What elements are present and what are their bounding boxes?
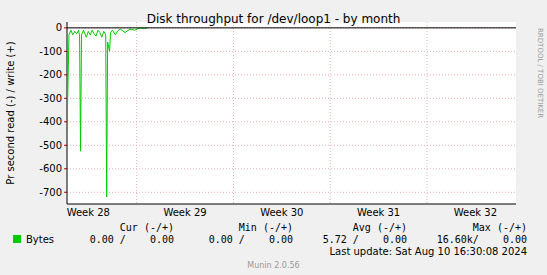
series-group [67, 28, 147, 197]
tick-label-y: -100 [39, 46, 62, 57]
grid-line-y [67, 51, 516, 52]
background [0, 0, 547, 275]
grid-line-y [67, 98, 516, 99]
tick-label-y: 0 [56, 22, 62, 33]
grid-line-y [67, 74, 516, 75]
grid-line-y [67, 27, 516, 28]
stats-header: Max (-/+) [473, 222, 527, 233]
grid-line-x [426, 22, 427, 204]
zero-line [67, 27, 516, 28]
tick-label-y: -500 [39, 140, 62, 151]
grid-line-x [136, 22, 137, 204]
tick-label-y: -200 [39, 69, 62, 80]
stats-header: Avg (-/+) [353, 222, 407, 233]
grid-line-y [67, 168, 516, 169]
stats-value: 0.00 / 0.00 [209, 234, 293, 245]
tick-label-y: -300 [39, 93, 62, 104]
tick-label-x: Week 28 [67, 207, 110, 218]
tick-label-x: Week 32 [454, 207, 497, 218]
grid-line-x [330, 22, 331, 204]
stats-value: 5.72 / 0.00 [323, 234, 407, 245]
grid-line-x [233, 22, 234, 204]
tick-label-y: -700 [39, 187, 62, 198]
tick-label-y: -400 [39, 116, 62, 127]
grid-line-y [67, 145, 516, 146]
stats-header: Min (-/+) [239, 222, 293, 233]
axis-x [67, 204, 516, 205]
stats-value: 16.60k/ 0.00 [437, 234, 527, 245]
series-line [67, 28, 147, 197]
plot-area [67, 22, 516, 204]
footer: Munin 2.0.56 [247, 261, 299, 270]
chart: 0 -100 -200 -300 -400 -500 -600 -700 Week 28 Week… [0, 0, 547, 275]
last-update: Last update: Sat Aug 10 16:30:08 2024 [329, 246, 527, 257]
stats-value: 0.00 / 0.00 [90, 234, 174, 245]
tick-label-x: Week 29 [163, 207, 206, 218]
grid-line-y [67, 121, 516, 122]
stats-header: Cur (-/+) [120, 222, 174, 233]
tick-label-y: -600 [39, 163, 62, 174]
legend-label: Bytes [26, 234, 54, 245]
tick-label-x: Week 30 [260, 207, 303, 218]
legend-swatch [13, 235, 21, 243]
y-label: Pr second read (-) / write (+) [5, 41, 16, 184]
grid-line-y [67, 192, 516, 193]
title: Disk throughput for /dev/loop1 - by mont… [147, 12, 401, 26]
watermark: RRDTOOL / TOBI OETIKER [536, 28, 544, 118]
tick-label-x: Week 31 [357, 207, 400, 218]
